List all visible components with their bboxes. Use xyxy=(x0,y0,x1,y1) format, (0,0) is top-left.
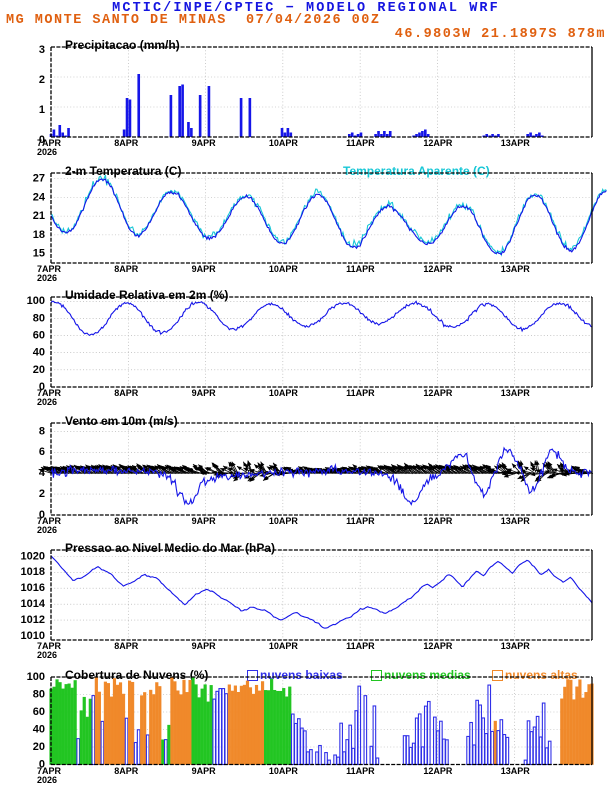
svg-text:1020: 1020 xyxy=(21,550,45,562)
svg-text:15: 15 xyxy=(33,248,45,260)
svg-text:18: 18 xyxy=(33,229,45,241)
svg-text:1018: 1018 xyxy=(21,566,45,578)
svg-text:100: 100 xyxy=(27,671,45,683)
svg-text:2: 2 xyxy=(39,74,45,86)
svg-text:60: 60 xyxy=(33,706,45,718)
svg-text:27: 27 xyxy=(33,173,45,185)
svg-text:3: 3 xyxy=(39,44,45,56)
svg-text:20: 20 xyxy=(33,741,45,753)
svg-text:80: 80 xyxy=(33,688,45,700)
svg-text:1016: 1016 xyxy=(21,582,45,594)
svg-text:1: 1 xyxy=(39,104,45,116)
svg-text:100: 100 xyxy=(27,295,45,307)
svg-text:1014: 1014 xyxy=(21,598,46,610)
svg-text:1012: 1012 xyxy=(21,614,45,626)
svg-text:8: 8 xyxy=(39,425,45,437)
svg-text:20: 20 xyxy=(33,364,45,376)
svg-text:6: 6 xyxy=(39,446,45,458)
svg-text:24: 24 xyxy=(33,191,46,203)
svg-text:21: 21 xyxy=(33,210,45,222)
svg-text:4: 4 xyxy=(39,467,46,479)
svg-text:60: 60 xyxy=(33,329,45,341)
svg-text:80: 80 xyxy=(33,312,45,324)
svg-text:2: 2 xyxy=(39,488,45,500)
svg-text:40: 40 xyxy=(33,723,45,735)
svg-text:40: 40 xyxy=(33,347,45,359)
